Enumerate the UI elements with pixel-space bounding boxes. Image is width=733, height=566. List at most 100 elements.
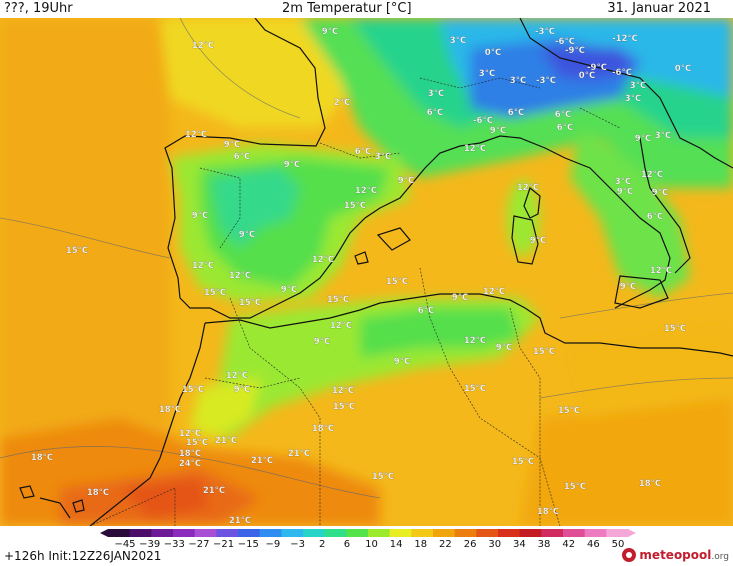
temperature-label: 15°C [186, 438, 208, 448]
legend-color-swatch [303, 529, 326, 537]
temperature-label: -3°C [535, 27, 555, 37]
legend-tick-label: 38 [538, 539, 551, 548]
temperature-label: 6°C [508, 108, 524, 118]
temperature-label: 6°C [427, 108, 443, 118]
temperature-label: 18°C [159, 405, 181, 415]
legend-tick-label: 2 [319, 539, 325, 548]
meteopool-logo[interactable]: meteopool.org [622, 546, 729, 564]
temperature-label: 9°C [192, 211, 208, 221]
temperature-label: 6°C [557, 123, 573, 133]
temperature-label: 12°C [464, 336, 486, 346]
temperature-label: 9°C [490, 126, 506, 136]
legend-color-swatch [151, 529, 174, 537]
temperature-label: 12°C [192, 261, 214, 271]
legend-tick-label: 46 [587, 539, 600, 548]
temperature-label: 15°C [66, 246, 88, 256]
legend-color-swatch [584, 529, 607, 537]
legend-color-swatch [563, 529, 586, 537]
logo-name-text: meteopool [639, 548, 712, 562]
legend-color-swatch [368, 529, 391, 537]
temperature-label: 15°C [344, 201, 366, 211]
temperature-label: 15°C [327, 295, 349, 305]
temperature-label: 3°C [479, 69, 495, 79]
temperature-label: 0°C [675, 64, 691, 74]
legend-color-swatch [108, 529, 131, 537]
temperature-label: 9°C [239, 230, 255, 240]
temperature-label: -9°C [565, 46, 585, 56]
temperature-label: 9°C [652, 188, 668, 198]
logo-icon [622, 548, 637, 562]
temperature-label: 3°C [375, 152, 391, 162]
temperature-label: -12°C [612, 34, 638, 44]
temperature-label: 9°C [394, 357, 410, 367]
temperature-label: 12°C [464, 144, 486, 154]
temperature-label: 9°C [224, 140, 240, 150]
temperature-label: 18°C [31, 453, 53, 463]
temperature-label: 3°C [655, 131, 671, 141]
temperature-label: 3°C [625, 94, 641, 104]
legend-color-swatch [606, 529, 629, 537]
temperature-label: 3°C [510, 76, 526, 86]
temperature-label: 9°C [314, 337, 330, 347]
temperature-label: -6°C [473, 116, 493, 126]
legend-color-swatch [194, 529, 217, 537]
legend-tick-label: −21 [213, 539, 234, 548]
temperature-label: 6°C [555, 110, 571, 120]
legend-color-swatch [238, 529, 261, 537]
temperature-label: 18°C [87, 488, 109, 498]
legend-color-swatch [216, 529, 239, 537]
legend-min-cap [100, 529, 108, 537]
temperature-label: 9°C [617, 187, 633, 197]
temperature-label: 3°C [615, 177, 631, 187]
legend-color-swatch [519, 529, 542, 537]
legend-color-swatch [259, 529, 282, 537]
legend-color-swatch [346, 529, 369, 537]
forecast-step: +126h Init:12Z26JAN2021 [4, 549, 162, 563]
temperature-label: 9°C [530, 236, 546, 246]
temperature-label: 6°C [355, 147, 371, 157]
color-scale-legend: −45 −39 −33 −27 −21 −15 −9 −3 2 6 10 14 18 22 26 30 34 38… [100, 529, 636, 548]
legend-color-swatch [281, 529, 304, 537]
temperature-label: -6°C [612, 68, 632, 78]
legend-tick-label: 30 [488, 539, 501, 548]
temperature-label: 15°C [333, 402, 355, 412]
logo-tld: .org [711, 552, 729, 562]
temperature-label: 15°C [558, 406, 580, 416]
temperature-label: 15°C [386, 277, 408, 287]
legend-tick-label: 50 [612, 539, 625, 548]
temperature-label: 12°C [332, 386, 354, 396]
temperature-label: 15°C [204, 288, 226, 298]
temperature-label: 12°C [192, 41, 214, 51]
temperature-label: 9°C [635, 134, 651, 144]
temperature-shading [0, 18, 733, 526]
temperature-label: 12°C [179, 429, 201, 439]
temperature-map: 12°C 9°C 3°C -3°C -6°C -9°C -12°C 0°C 0°C 3°C 3°C -… [0, 18, 733, 526]
temperature-label: 12°C [330, 321, 352, 331]
legend-color-swatch [476, 529, 499, 537]
temperature-label: 15°C [512, 457, 534, 467]
legend-tick-label: 34 [513, 539, 526, 548]
temperature-labels: 12°C9°C3°C-3°C-6°C-9°C-12°C0°C0°C3°C3°C -… [31, 27, 692, 526]
legend-color-swatch [173, 529, 196, 537]
map-header: ???, 19Uhr 2m Temperatur [°C] 31. Januar… [0, 0, 733, 18]
temperature-label: 12°C [226, 371, 248, 381]
temperature-label: 12°C [312, 255, 334, 265]
temperature-label: 15°C [664, 324, 686, 334]
legend-tick-label: 26 [464, 539, 477, 548]
legend-tick-label: 14 [390, 539, 403, 548]
temperature-label: 6°C [234, 152, 250, 162]
legend-color-swatch [433, 529, 456, 537]
temperature-label: 0°C [485, 48, 501, 58]
temperature-label: 9°C [284, 160, 300, 170]
legend-color-swatch [324, 529, 347, 537]
temperature-label: 18°C [312, 424, 334, 434]
temperature-label: -3°C [536, 76, 556, 86]
temperature-label: 9°C [620, 282, 636, 292]
temperature-label: 0°C [579, 71, 595, 81]
temperature-label: 6°C [418, 306, 434, 316]
map-title: 2m Temperatur [°C] [282, 1, 412, 16]
temperature-label: 18°C [537, 507, 559, 517]
temperature-label: 15°C [564, 482, 586, 492]
temperature-label: 9°C [452, 293, 468, 303]
temperature-label: 15°C [182, 385, 204, 395]
